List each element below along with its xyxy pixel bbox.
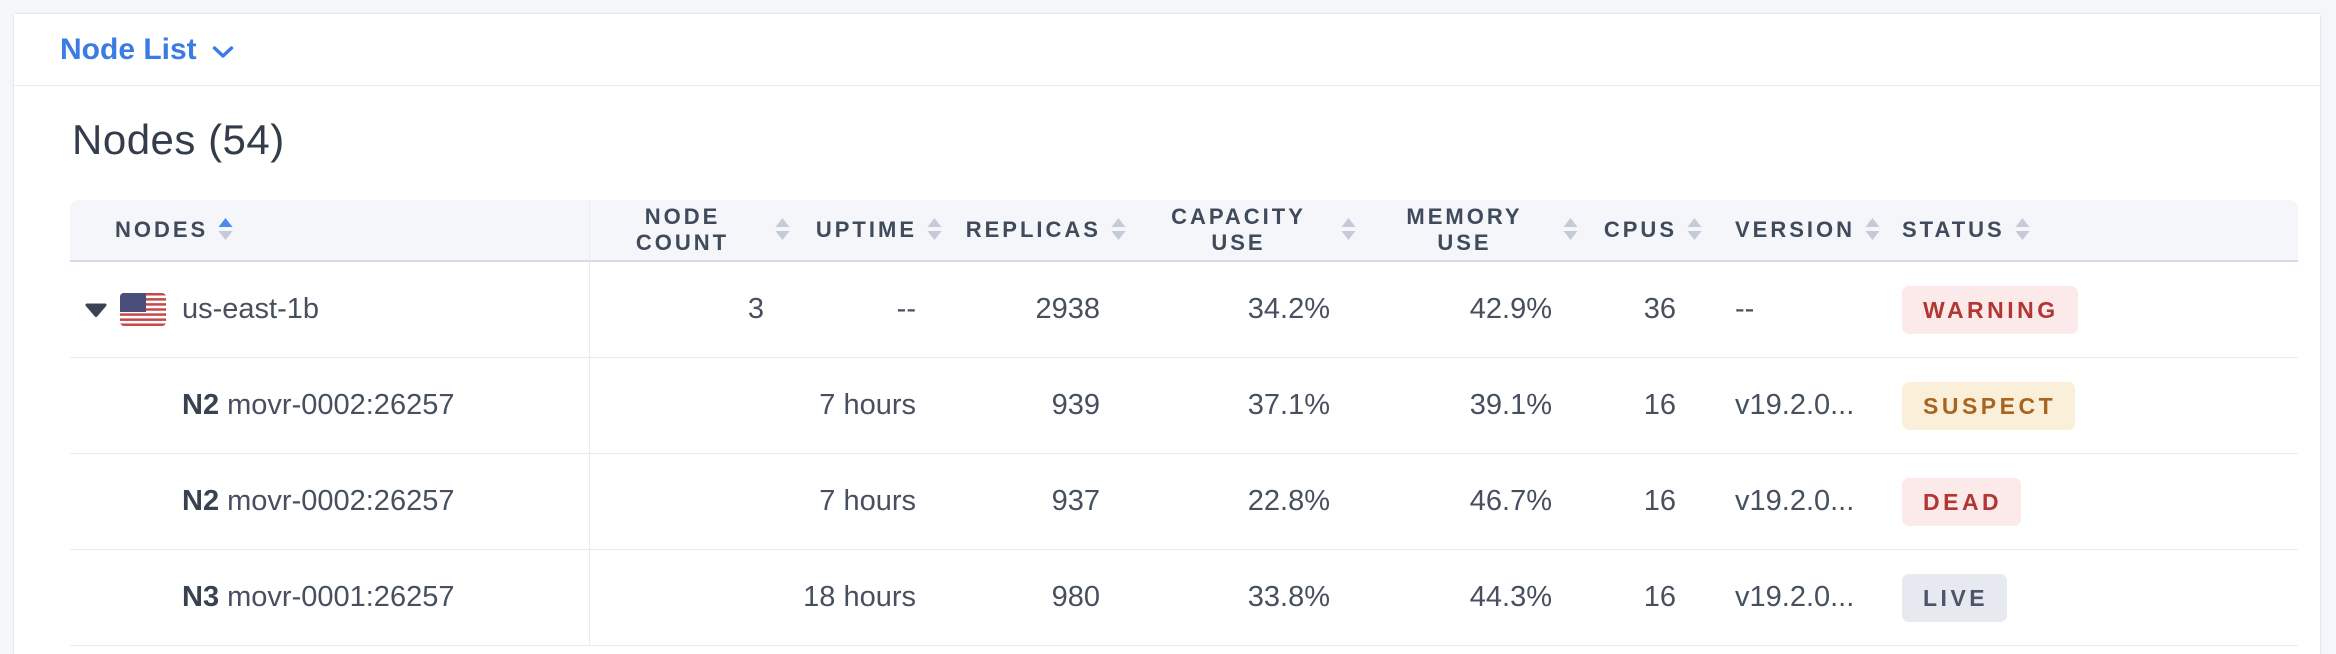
table-row-region: us-east-1b 3 -- 2938 34.2% 42.9% 36 -- W…: [70, 262, 2298, 358]
cell-capacity-use: 22.8%: [1136, 454, 1366, 550]
cell-cpus: 16: [1588, 358, 1712, 454]
collapse-caret-icon[interactable]: [85, 303, 107, 317]
cell-version: v19.2.0...: [1712, 454, 1892, 550]
cell-replicas: 937: [952, 454, 1136, 550]
cell-node-count: [590, 454, 800, 550]
cell-capacity-use: 33.8%: [1136, 550, 1366, 646]
node-address: movr-0002:26257: [227, 485, 455, 517]
cell-uptime: 7 hours: [800, 358, 952, 454]
nodes-table: NODES NODE COUNT UPTIME: [70, 200, 2298, 646]
cell-uptime: --: [800, 262, 952, 358]
cell-replicas: 2938: [952, 262, 1136, 358]
table-row-node[interactable]: N2 movr-0002:26257 7 hours 937 22.8% 46.…: [70, 454, 2298, 550]
node-id: N2: [182, 389, 220, 421]
table-header-row: NODES NODE COUNT UPTIME: [70, 200, 2298, 262]
cell-cpus: 16: [1588, 550, 1712, 646]
column-header-cpus[interactable]: CPUS: [1588, 200, 1712, 262]
column-header-uptime[interactable]: UPTIME: [800, 200, 952, 262]
cell-replicas: 939: [952, 358, 1136, 454]
cell-memory-use: 39.1%: [1366, 358, 1588, 454]
column-label: VERSION: [1735, 217, 1856, 242]
sort-icon: [1687, 218, 1702, 240]
node-id: N2: [182, 485, 220, 517]
sort-icon: [1111, 218, 1126, 240]
cell-capacity-use: 37.1%: [1136, 358, 1366, 454]
view-switcher-dropdown[interactable]: Node List: [60, 33, 234, 67]
cell-uptime: 18 hours: [800, 550, 952, 646]
view-switcher-bar: Node List: [14, 14, 2320, 86]
node-address: movr-0002:26257: [227, 389, 455, 421]
region-name: us-east-1b: [182, 293, 320, 325]
column-label: CAPACITY USE: [1171, 204, 1306, 255]
column-header-replicas[interactable]: REPLICAS: [952, 200, 1136, 262]
sort-icon: [775, 218, 790, 240]
cell-version: --: [1712, 262, 1892, 358]
sort-icon: [1865, 218, 1880, 240]
node-id: N3: [182, 581, 220, 613]
view-switcher-label: Node List: [60, 32, 197, 66]
cell-replicas: 980: [952, 550, 1136, 646]
sort-icon: [218, 218, 233, 240]
cell-capacity-use: 34.2%: [1136, 262, 1366, 358]
status-badge: LIVE: [1902, 573, 2008, 622]
sort-icon: [1563, 218, 1578, 240]
cell-node-count: 3: [590, 262, 800, 358]
column-header-version[interactable]: VERSION: [1712, 200, 1892, 262]
cell-memory-use: 46.7%: [1366, 454, 1588, 550]
status-badge: SUSPECT: [1902, 381, 2076, 430]
cell-uptime: 7 hours: [800, 454, 952, 550]
column-header-nodes[interactable]: NODES: [70, 200, 590, 262]
sort-icon: [927, 218, 942, 240]
status-badge: DEAD: [1902, 477, 2022, 526]
column-header-node-count[interactable]: NODE COUNT: [590, 200, 800, 262]
column-label: NODE COUNT: [635, 204, 730, 255]
sort-icon: [2015, 218, 2030, 240]
column-label: UPTIME: [815, 217, 917, 242]
node-address: movr-0001:26257: [227, 581, 455, 613]
us-flag-icon: [120, 293, 166, 326]
table-row-node[interactable]: N2 movr-0002:26257 7 hours 939 37.1% 39.…: [70, 358, 2298, 454]
chevron-down-icon: [212, 45, 233, 58]
cell-node-count: [590, 550, 800, 646]
cell-node-count: [590, 358, 800, 454]
column-label: STATUS: [1902, 217, 2005, 242]
cell-version: v19.2.0...: [1712, 550, 1892, 646]
column-label: MEMORY USE: [1406, 204, 1523, 255]
column-header-status[interactable]: STATUS: [1892, 200, 2298, 262]
cell-cpus: 16: [1588, 454, 1712, 550]
cell-version: v19.2.0...: [1712, 358, 1892, 454]
content-area: Nodes (54) NODES NODE COUNT: [14, 86, 2320, 646]
page-title: Nodes (54): [72, 116, 285, 163]
status-badge: WARNING: [1902, 285, 2078, 334]
cell-memory-use: 44.3%: [1366, 550, 1588, 646]
column-header-capacity-use[interactable]: CAPACITY USE: [1136, 200, 1366, 262]
column-header-memory-use[interactable]: MEMORY USE: [1366, 200, 1588, 262]
column-label: REPLICAS: [965, 217, 1101, 242]
node-list-card: Node List Nodes (54) NODES: [13, 13, 2321, 654]
sort-icon: [1341, 218, 1356, 240]
column-label: NODES: [115, 217, 209, 242]
column-label: CPUS: [1603, 217, 1677, 242]
table-row-node[interactable]: N3 movr-0001:26257 18 hours 980 33.8% 44…: [70, 550, 2298, 646]
cell-cpus: 36: [1588, 262, 1712, 358]
cell-memory-use: 42.9%: [1366, 262, 1588, 358]
